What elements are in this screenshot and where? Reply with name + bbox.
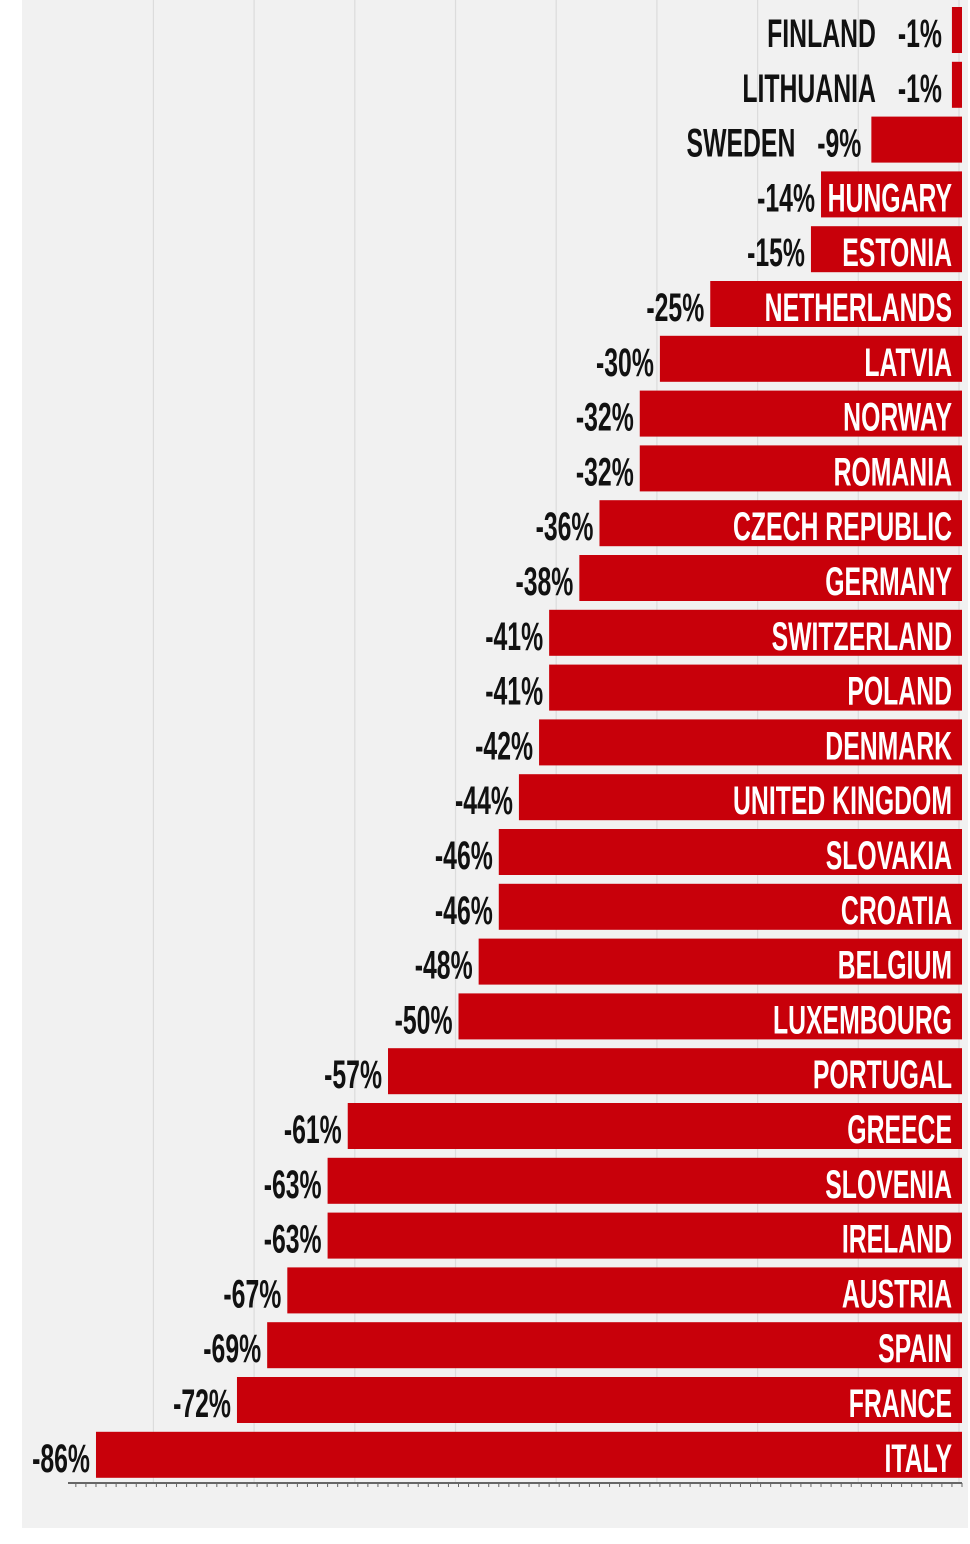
bar-switzerland (549, 609, 962, 656)
bar-slovenia (327, 1157, 963, 1204)
value-label: -15% (747, 231, 805, 275)
category-label: CROATIA (841, 889, 952, 933)
bar-slovakia (498, 829, 962, 875)
value-label: -1% (898, 12, 942, 56)
category-label: PORTUGAL (813, 1053, 952, 1097)
category-label: GERMANY (825, 560, 952, 604)
category-label: IRELAND (842, 1218, 952, 1262)
bar-france (236, 1377, 962, 1423)
bar-lithuania (951, 61, 962, 108)
bar-croatia (498, 883, 962, 930)
category-label: GREECE (847, 1108, 952, 1152)
category-label: HUNGARY (828, 177, 952, 221)
category-label: AUSTRIA (842, 1273, 952, 1317)
category-label: SLOVAKIA (826, 834, 952, 878)
bar-united-kingdom (518, 774, 962, 821)
bar-romania (639, 445, 962, 492)
bar-germany (579, 555, 962, 601)
bar-ireland (327, 1212, 963, 1259)
bar-poland (549, 664, 962, 711)
bar-luxembourg (458, 993, 962, 1040)
value-label: -9% (817, 122, 861, 166)
value-label: -63% (264, 1218, 322, 1262)
value-label: -46% (435, 834, 493, 878)
category-label: FINLAND (767, 12, 876, 56)
category-label: UNITED KINGDOM (733, 779, 952, 823)
bar-belgium (478, 938, 962, 985)
bar-finland (951, 7, 962, 53)
category-label: NETHERLANDS (765, 286, 952, 330)
bar-estonia (810, 226, 962, 273)
category-label: FRANCE (849, 1382, 952, 1426)
value-label: -14% (757, 177, 815, 221)
bar-portugal (388, 1048, 962, 1095)
category-label: LUXEMBOURG (773, 999, 952, 1043)
category-label: POLAND (847, 670, 952, 714)
category-label: ESTONIA (842, 231, 952, 275)
value-label: -25% (646, 286, 704, 330)
value-label: -63% (264, 1163, 322, 1207)
bar-sweden (871, 116, 962, 163)
category-label: DENMARK (825, 725, 952, 769)
category-label: LITHUANIA (742, 67, 876, 111)
value-label: -32% (576, 451, 634, 495)
value-label: -42% (475, 725, 533, 769)
value-label: -57% (324, 1053, 382, 1097)
bar-italy (95, 1431, 963, 1478)
value-label: -67% (223, 1273, 281, 1317)
category-label: LATVIA (864, 341, 952, 385)
category-label: BELGIUM (838, 944, 952, 988)
category-label: SWITZERLAND (772, 615, 952, 659)
bar-netherlands (710, 281, 962, 327)
category-label: NORWAY (843, 396, 952, 440)
bar-austria (287, 1267, 962, 1314)
category-label: ITALY (885, 1437, 952, 1481)
value-label: -50% (395, 999, 453, 1043)
value-label: -46% (435, 889, 493, 933)
value-label: -30% (596, 341, 654, 385)
value-label: -61% (284, 1108, 342, 1152)
bar-hungary (821, 171, 962, 218)
value-label: -86% (32, 1437, 90, 1481)
bar-latvia (659, 335, 962, 382)
value-label: -41% (485, 670, 543, 714)
value-label: -69% (203, 1327, 261, 1371)
category-label: ROMANIA (834, 451, 952, 495)
value-label: -44% (455, 779, 513, 823)
bar-greece (347, 1103, 963, 1149)
value-label: -1% (898, 67, 942, 111)
value-label: -38% (515, 560, 573, 604)
bar-norway (639, 390, 962, 437)
category-label: SWEDEN (687, 122, 796, 166)
value-label: -36% (536, 505, 594, 549)
bar-spain (267, 1322, 962, 1369)
value-label: -41% (485, 615, 543, 659)
category-label: CZECH REPUBLIC (733, 505, 952, 549)
bar-denmark (539, 719, 962, 766)
value-label: -32% (576, 396, 634, 440)
category-label: SPAIN (878, 1327, 952, 1371)
bar-czech-republic (599, 500, 962, 547)
value-label: -72% (173, 1382, 231, 1426)
category-label: SLOVENIA (825, 1163, 952, 1207)
value-label: -48% (415, 944, 473, 988)
